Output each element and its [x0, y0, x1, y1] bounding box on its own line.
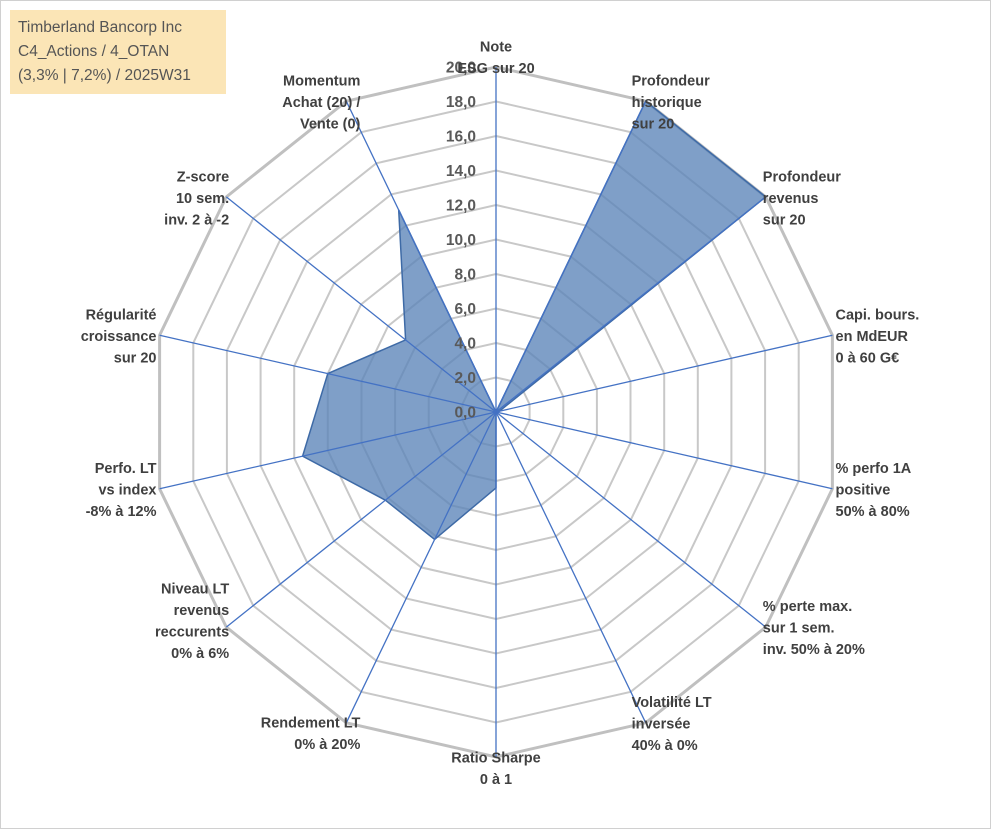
category-label-line: 0 à 60 G€	[836, 351, 900, 367]
category-label: Niveau LT revenus reccurents 0% à 6%	[155, 582, 229, 663]
category-label-line: 50% à 80%	[836, 504, 910, 520]
category-label-line: inversée	[632, 716, 691, 732]
category-label-line: sur 20	[114, 351, 157, 367]
tick-label: 14,0	[446, 163, 476, 180]
category-label-line: Perfo. LT	[95, 461, 157, 477]
chart-title-box: Timberland Bancorp Inc C4_Actions / 4_OT…	[10, 10, 226, 94]
category-label-line: 0 à 1	[480, 772, 512, 788]
category-label-line: Rendement LT	[261, 715, 361, 731]
axis-spoke	[495, 100, 647, 413]
category-label-line: revenus	[763, 191, 819, 207]
category-label: Profondeur historique sur 20	[632, 74, 710, 133]
tick-label: 4,0	[454, 336, 476, 353]
tick-label: 8,0	[454, 267, 476, 284]
category-label: Note ESG sur 20	[457, 40, 534, 78]
category-label-line: croissance	[81, 329, 157, 345]
title-line-3: (3,3% | 7,2%) / 2025W31	[18, 67, 191, 84]
category-label-line: inv. 50% à 20%	[763, 642, 865, 658]
radar-category-labels: Note ESG sur 20 Profondeur historique sur 20…	[81, 40, 920, 789]
axis-spoke	[159, 411, 497, 490]
category-label-line: historique	[632, 95, 702, 111]
tick-label: 12,0	[446, 198, 476, 215]
tick-label: 6,0	[454, 301, 476, 318]
axis-spoke	[495, 411, 833, 490]
axis-spoke	[495, 411, 647, 724]
axis-spoke	[225, 411, 497, 628]
category-label: Volatilité LT inversée 40% à 0%	[632, 695, 712, 754]
category-label-line: 10 sem.	[176, 191, 229, 207]
category-label: Rendement LT 0% à 20%	[261, 715, 361, 753]
category-label-line: 40% à 0%	[632, 738, 698, 754]
category-label-line: % perfo 1A	[836, 461, 912, 477]
category-label-line: Momentum	[283, 74, 360, 90]
axis-spoke	[159, 334, 497, 413]
tick-label: 18,0	[446, 94, 476, 111]
category-label-line: Niveau LT	[161, 582, 229, 598]
category-label-line: Ratio Sharpe	[451, 751, 540, 767]
category-label-line: Achat (20) /	[282, 95, 360, 111]
axis-spoke	[495, 411, 767, 628]
category-label: Ratio Sharpe 0 à 1	[451, 751, 540, 789]
title-line-1: Timberland Bancorp Inc	[18, 19, 182, 36]
category-label: Perfo. LT vs index -8% à 12%	[86, 461, 157, 520]
tick-label: 0,0	[454, 405, 476, 422]
category-label-line: sur 20	[632, 117, 675, 133]
category-label-line: 0% à 20%	[294, 737, 360, 753]
category-label-line: Note	[480, 40, 512, 56]
category-label-line: revenus	[174, 603, 230, 619]
category-label: Z-score 10 sem. inv. 2 à -2	[164, 169, 229, 228]
category-label-line: reccurents	[155, 625, 229, 641]
axis-spoke	[495, 334, 833, 413]
category-label-line: inv. 2 à -2	[164, 212, 229, 228]
tick-label: 2,0	[454, 370, 476, 387]
category-label-line: % perte max.	[763, 599, 852, 615]
category-label: Régularité croissance sur 20	[81, 308, 157, 367]
category-label-line: Régularité	[86, 308, 157, 324]
category-label-line: sur 20	[763, 212, 806, 228]
category-label-line: ESG sur 20	[457, 61, 534, 77]
category-label-line: sur 1 sem.	[763, 621, 835, 637]
category-label-line: Capi. bours.	[836, 308, 920, 324]
category-label: Momentum Achat (20) / Vente (0)	[282, 74, 360, 133]
category-label: % perfo 1A positive 50% à 80%	[836, 461, 912, 520]
tick-label: 10,0	[446, 232, 476, 249]
axis-spoke	[225, 196, 497, 413]
axis-spoke	[345, 411, 497, 724]
category-label-line: -8% à 12%	[86, 504, 157, 520]
category-label: % perte max. sur 1 sem. inv. 50% à 20%	[763, 599, 865, 658]
category-label-line: Volatilité LT	[632, 695, 712, 711]
category-label-line: positive	[836, 483, 891, 499]
radar-tick-labels: 0,0 2,0 4,0 6,0 8,0 10,0 12,0 14,0 16,0 18,0 20,0	[446, 60, 476, 422]
category-label-line: Z-score	[177, 169, 229, 185]
category-label-line: vs index	[98, 483, 156, 499]
title-line-2: C4_Actions / 4_OTAN	[18, 43, 170, 60]
axis-spoke	[495, 196, 767, 413]
category-label-line: Profondeur	[763, 169, 841, 185]
tick-label: 16,0	[446, 129, 476, 146]
axis-spoke	[345, 100, 497, 413]
category-label-line: en MdEUR	[836, 329, 909, 345]
radar-spokes	[159, 67, 833, 757]
tick-label: 20,0	[446, 60, 476, 77]
category-label: Profondeur revenus sur 20	[763, 169, 841, 228]
category-label: Capi. bours. en MdEUR 0 à 60 G€	[836, 308, 920, 367]
category-label-line: Vente (0)	[300, 117, 361, 133]
category-label-line: 0% à 6%	[171, 646, 229, 662]
category-label-line: Profondeur	[632, 74, 710, 90]
